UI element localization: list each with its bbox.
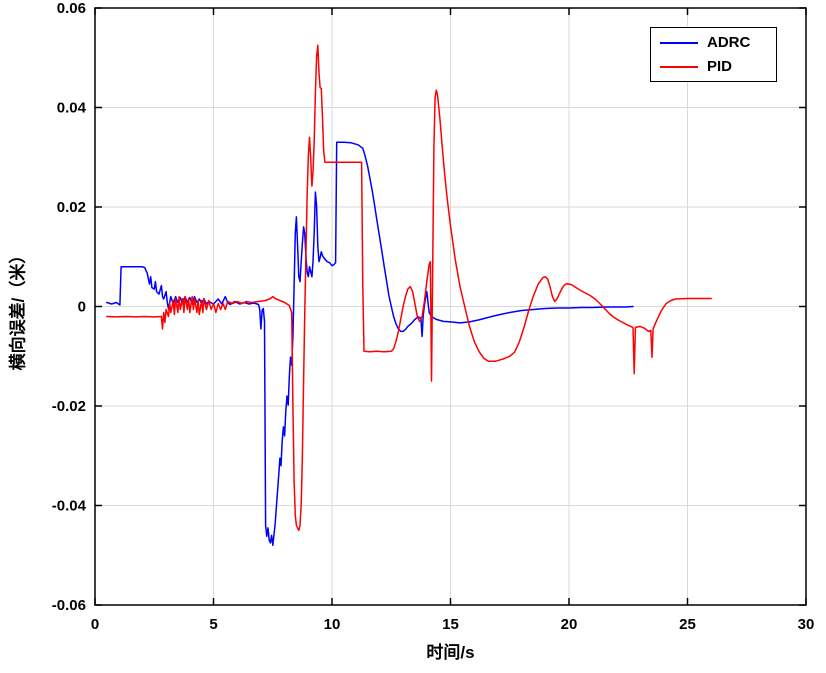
svg-text:0: 0: [78, 299, 86, 316]
legend-label-pid: PID: [707, 58, 733, 75]
svg-text:0.02: 0.02: [57, 199, 86, 216]
svg-text:10: 10: [324, 616, 341, 633]
svg-text:20: 20: [561, 616, 578, 633]
svg-text:-0.04: -0.04: [52, 498, 87, 515]
svg-text:0.04: 0.04: [57, 100, 87, 117]
pid-line-swatch: [660, 65, 698, 68]
legend-item-adrc: ADRC: [660, 35, 750, 50]
svg-text:0.06: 0.06: [57, 0, 86, 17]
svg-text:30: 30: [798, 616, 815, 633]
legend: ADRC PID: [650, 27, 778, 82]
svg-text:5: 5: [209, 616, 217, 633]
svg-text:-0.06: -0.06: [52, 597, 86, 614]
legend-label-adrc: ADRC: [707, 34, 751, 51]
svg-text:-0.02: -0.02: [52, 398, 86, 415]
y-axis-label: 横向误差/（米）: [8, 246, 28, 371]
adrc-line-swatch: [660, 41, 698, 44]
x-axis-label: 时间/s: [426, 643, 475, 662]
legend-item-pid: PID: [660, 59, 750, 74]
svg-text:0: 0: [91, 616, 99, 633]
svg-text:15: 15: [442, 616, 459, 633]
svg-text:25: 25: [679, 616, 696, 633]
